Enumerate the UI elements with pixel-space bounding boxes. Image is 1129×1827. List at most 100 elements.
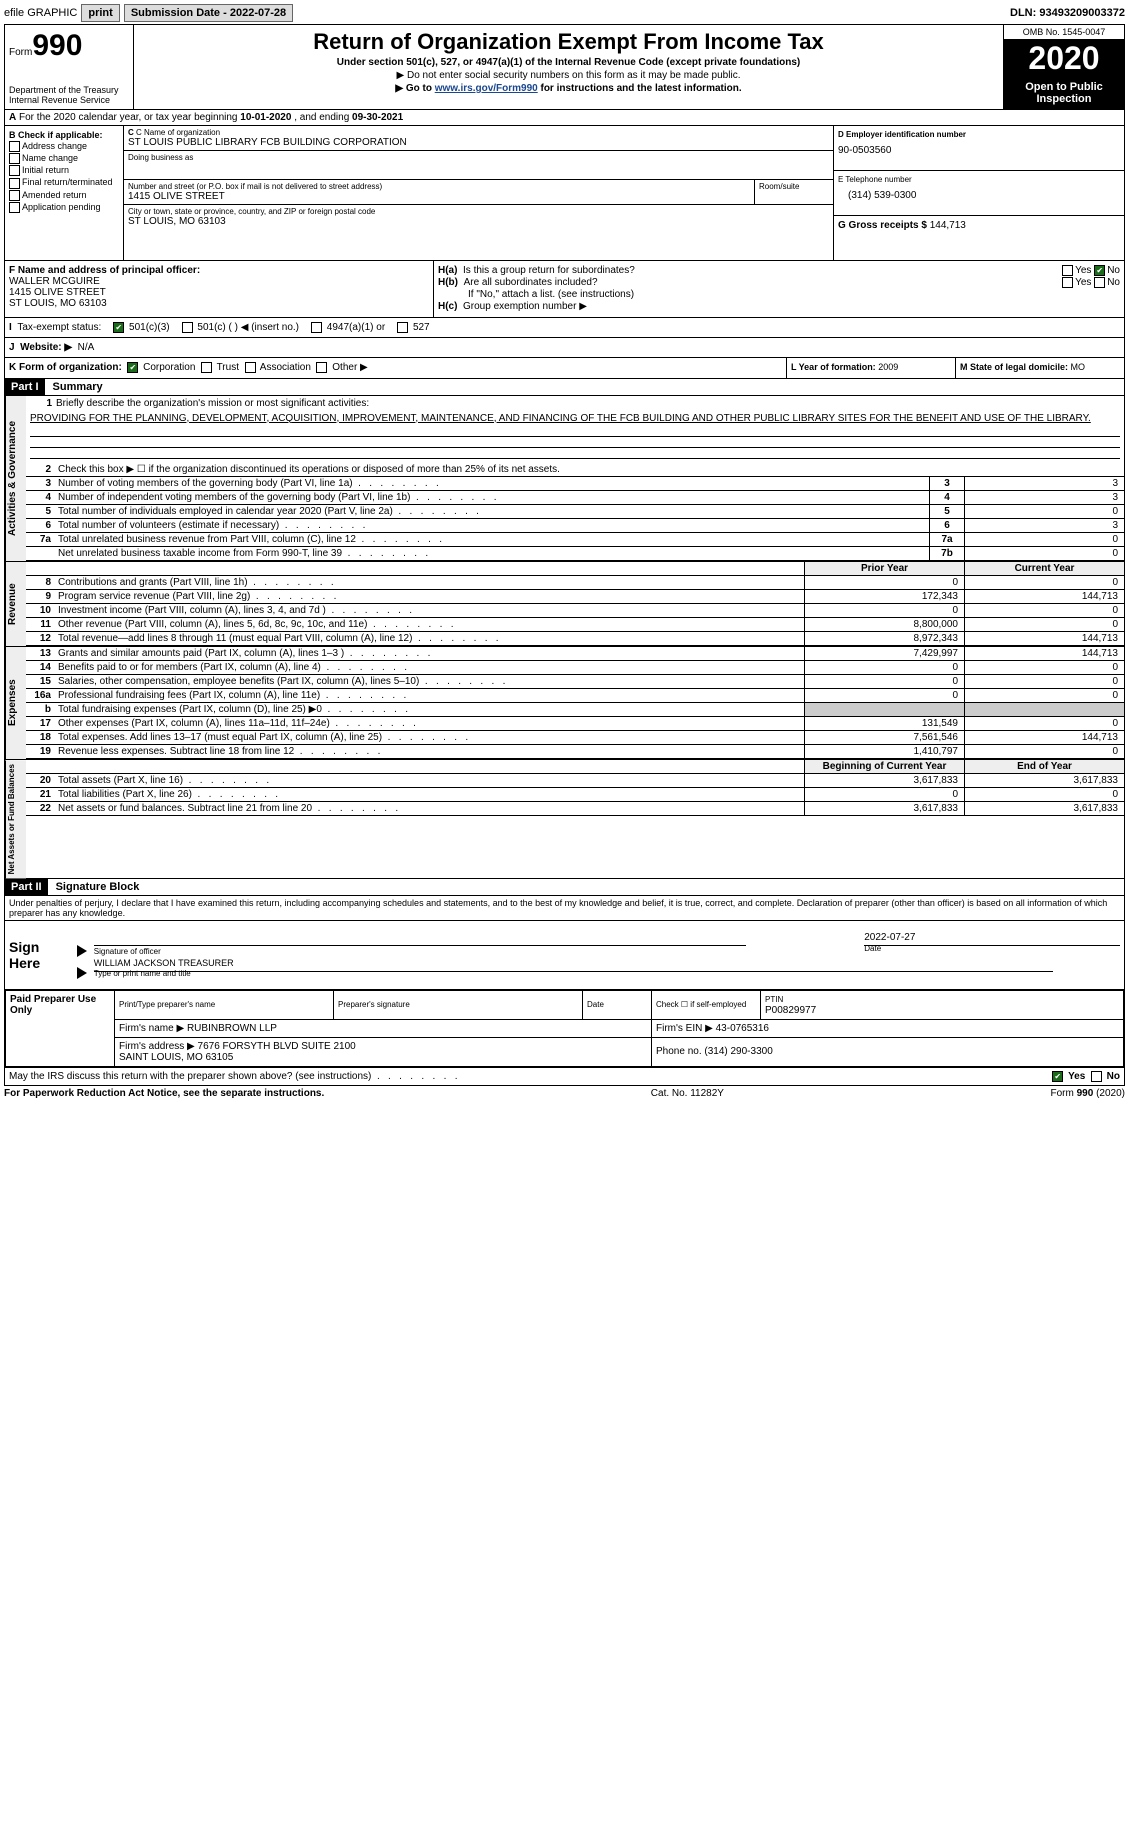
- hb-no-check[interactable]: [1094, 277, 1105, 288]
- check-association[interactable]: [245, 362, 256, 373]
- check-amended-return[interactable]: Amended return: [9, 190, 119, 201]
- open-public-badge: Open to Public Inspection: [1004, 77, 1124, 109]
- revenue-table: Prior Year Current Year 8 Contributions …: [26, 562, 1124, 646]
- footer-pra: For Paperwork Reduction Act Notice, see …: [4, 1088, 324, 1099]
- room-suite-label: Room/suite: [759, 182, 829, 191]
- check-final-return[interactable]: Final return/terminated: [9, 177, 119, 188]
- revenue-block: Revenue Prior Year Current Year 8 Contri…: [5, 562, 1124, 647]
- tax-year: 2020: [1004, 40, 1124, 77]
- table-row: Net unrelated business taxable income fr…: [26, 546, 1124, 560]
- side-label-revenue: Revenue: [5, 562, 26, 646]
- firm-ein-label: Firm's EIN ▶: [656, 1023, 716, 1034]
- part2-badge: Part II: [5, 879, 48, 895]
- check-initial-return[interactable]: Initial return: [9, 165, 119, 176]
- arrow-icon: [77, 945, 87, 957]
- table-row: 8 Contributions and grants (Part VIII, l…: [26, 575, 1124, 589]
- instruction-1: ▶ Do not enter social security numbers o…: [138, 70, 999, 81]
- ha-no-check[interactable]: [1094, 265, 1105, 276]
- line1-num: 1: [30, 398, 56, 409]
- row-j-website: J Website: ▶ N/A: [5, 338, 1124, 358]
- name-label: C Name of organization: [136, 128, 220, 137]
- table-row: 15 Salaries, other compensation, employe…: [26, 674, 1124, 688]
- check-527[interactable]: [397, 322, 408, 333]
- table-row: 16a Professional fundraising fees (Part …: [26, 688, 1124, 702]
- ein-label: D Employer identification number: [838, 130, 966, 139]
- prior-year-hdr: Prior Year: [805, 562, 965, 576]
- table-row: 19 Revenue less expenses. Subtract line …: [26, 744, 1124, 758]
- table-row: 9 Program service revenue (Part VIII, li…: [26, 589, 1124, 603]
- table-row: 20 Total assets (Part X, line 16) 3,617,…: [26, 773, 1124, 787]
- form-container: Form990 Department of the Treasury Inter…: [4, 24, 1125, 1086]
- footer-form-ref: Form 990 (2020): [1051, 1088, 1125, 1099]
- firm-phone-label: Phone no.: [656, 1046, 704, 1057]
- self-employed-check[interactable]: Check ☐ if self-employed: [656, 1000, 746, 1009]
- check-501c[interactable]: [182, 322, 193, 333]
- arrow-icon: [77, 967, 87, 979]
- addr-label: Number and street (or P.O. box if mail i…: [128, 182, 750, 191]
- irs-no-check[interactable]: [1091, 1071, 1102, 1082]
- part1-badge: Part I: [5, 379, 45, 395]
- sig-officer-label: Signature of officer: [94, 947, 161, 956]
- form-subtitle: Under section 501(c), 527, or 4947(a)(1)…: [138, 57, 999, 68]
- side-label-expenses: Expenses: [5, 647, 26, 759]
- paid-preparer-block: Paid Preparer Use Only Print/Type prepar…: [5, 990, 1124, 1067]
- check-501c3[interactable]: [113, 322, 124, 333]
- city-value: ST LOUIS, MO 63103: [128, 216, 829, 227]
- part2-header-row: Part II Signature Block: [5, 879, 1124, 896]
- row-k-form-org: K Form of organization: Corporation Trus…: [5, 358, 1124, 378]
- date-label: Date: [864, 944, 881, 953]
- gross-receipts-label: G Gross receipts $: [838, 220, 930, 231]
- phone-value: (314) 539-0300: [838, 184, 1120, 201]
- column-d-e-g: D Employer identification number 90-0503…: [833, 126, 1124, 260]
- row-f-h: F Name and address of principal officer:…: [5, 261, 1124, 318]
- check-4947[interactable]: [311, 322, 322, 333]
- sign-here-block: Sign Here Signature of officer 2022-07-2…: [5, 921, 1124, 990]
- check-application-pending[interactable]: Application pending: [9, 202, 119, 213]
- efile-label: efile GRAPHIC: [4, 7, 77, 19]
- current-year-hdr: Current Year: [965, 562, 1125, 576]
- check-trust[interactable]: [201, 362, 212, 373]
- check-corporation[interactable]: [127, 362, 138, 373]
- check-other[interactable]: [316, 362, 327, 373]
- omb-number: OMB No. 1545-0047: [1004, 25, 1124, 40]
- ha-yes-check[interactable]: [1062, 265, 1073, 276]
- table-row: 7a Total unrelated business revenue from…: [26, 532, 1124, 546]
- city-label: City or town, state or province, country…: [128, 207, 829, 216]
- firm-ein: 43-0765316: [716, 1023, 769, 1034]
- col-b-header: B Check if applicable:: [9, 130, 119, 140]
- column-b-checkboxes: B Check if applicable: Address change Na…: [5, 126, 124, 260]
- net-assets-table: Beginning of Current Year End of Year 20…: [26, 760, 1124, 816]
- table-row: 10 Investment income (Part VIII, column …: [26, 603, 1124, 617]
- table-row: 17 Other expenses (Part IX, column (A), …: [26, 716, 1124, 730]
- line2-text: Check this box ▶ ☐ if the organization d…: [55, 463, 1124, 477]
- header-middle: Return of Organization Exempt From Incom…: [134, 25, 1003, 109]
- dln-label: DLN: 93493209003372: [1010, 7, 1125, 19]
- perjury-declaration: Under penalties of perjury, I declare th…: [5, 896, 1124, 921]
- header-left: Form990 Department of the Treasury Inter…: [5, 25, 134, 109]
- firm-name-label: Firm's name ▶: [119, 1023, 187, 1034]
- preparer-name-label: Print/Type preparer's name: [119, 1000, 215, 1009]
- instruction-2: ▶ Go to www.irs.gov/Form990 for instruct…: [138, 83, 999, 94]
- header-right: OMB No. 1545-0047 2020 Open to Public In…: [1003, 25, 1124, 109]
- table-row: 18 Total expenses. Add lines 13–17 (must…: [26, 730, 1124, 744]
- expenses-block: Expenses 13 Grants and similar amounts p…: [5, 647, 1124, 760]
- officer-name: WILLIAM JACKSON TREASURER: [94, 958, 1054, 968]
- paid-preparer-label: Paid Preparer Use Only: [6, 990, 115, 1066]
- governance-table: 2Check this box ▶ ☐ if the organization …: [26, 463, 1124, 561]
- preparer-sig-label: Preparer's signature: [338, 1000, 410, 1009]
- submission-date-button[interactable]: Submission Date - 2022-07-28: [124, 4, 293, 22]
- mission-text: PROVIDING FOR THE PLANNING, DEVELOPMENT,…: [26, 411, 1124, 426]
- table-row: 4 Number of independent voting members o…: [26, 490, 1124, 504]
- print-button[interactable]: print: [81, 4, 119, 22]
- hb-yes-check[interactable]: [1062, 277, 1073, 288]
- beginning-year-hdr: Beginning of Current Year: [805, 760, 965, 774]
- irs-link[interactable]: www.irs.gov/Form990: [435, 83, 538, 94]
- form-number: 990: [32, 29, 82, 62]
- check-address-change[interactable]: Address change: [9, 141, 119, 152]
- check-name-change[interactable]: Name change: [9, 153, 119, 164]
- table-row: 21 Total liabilities (Part X, line 26) 0…: [26, 787, 1124, 801]
- irs-yes-check[interactable]: [1052, 1071, 1063, 1082]
- table-row: 22 Net assets or fund balances. Subtract…: [26, 801, 1124, 815]
- addr-value: 1415 OLIVE STREET: [128, 191, 750, 202]
- table-row: 13 Grants and similar amounts paid (Part…: [26, 647, 1124, 661]
